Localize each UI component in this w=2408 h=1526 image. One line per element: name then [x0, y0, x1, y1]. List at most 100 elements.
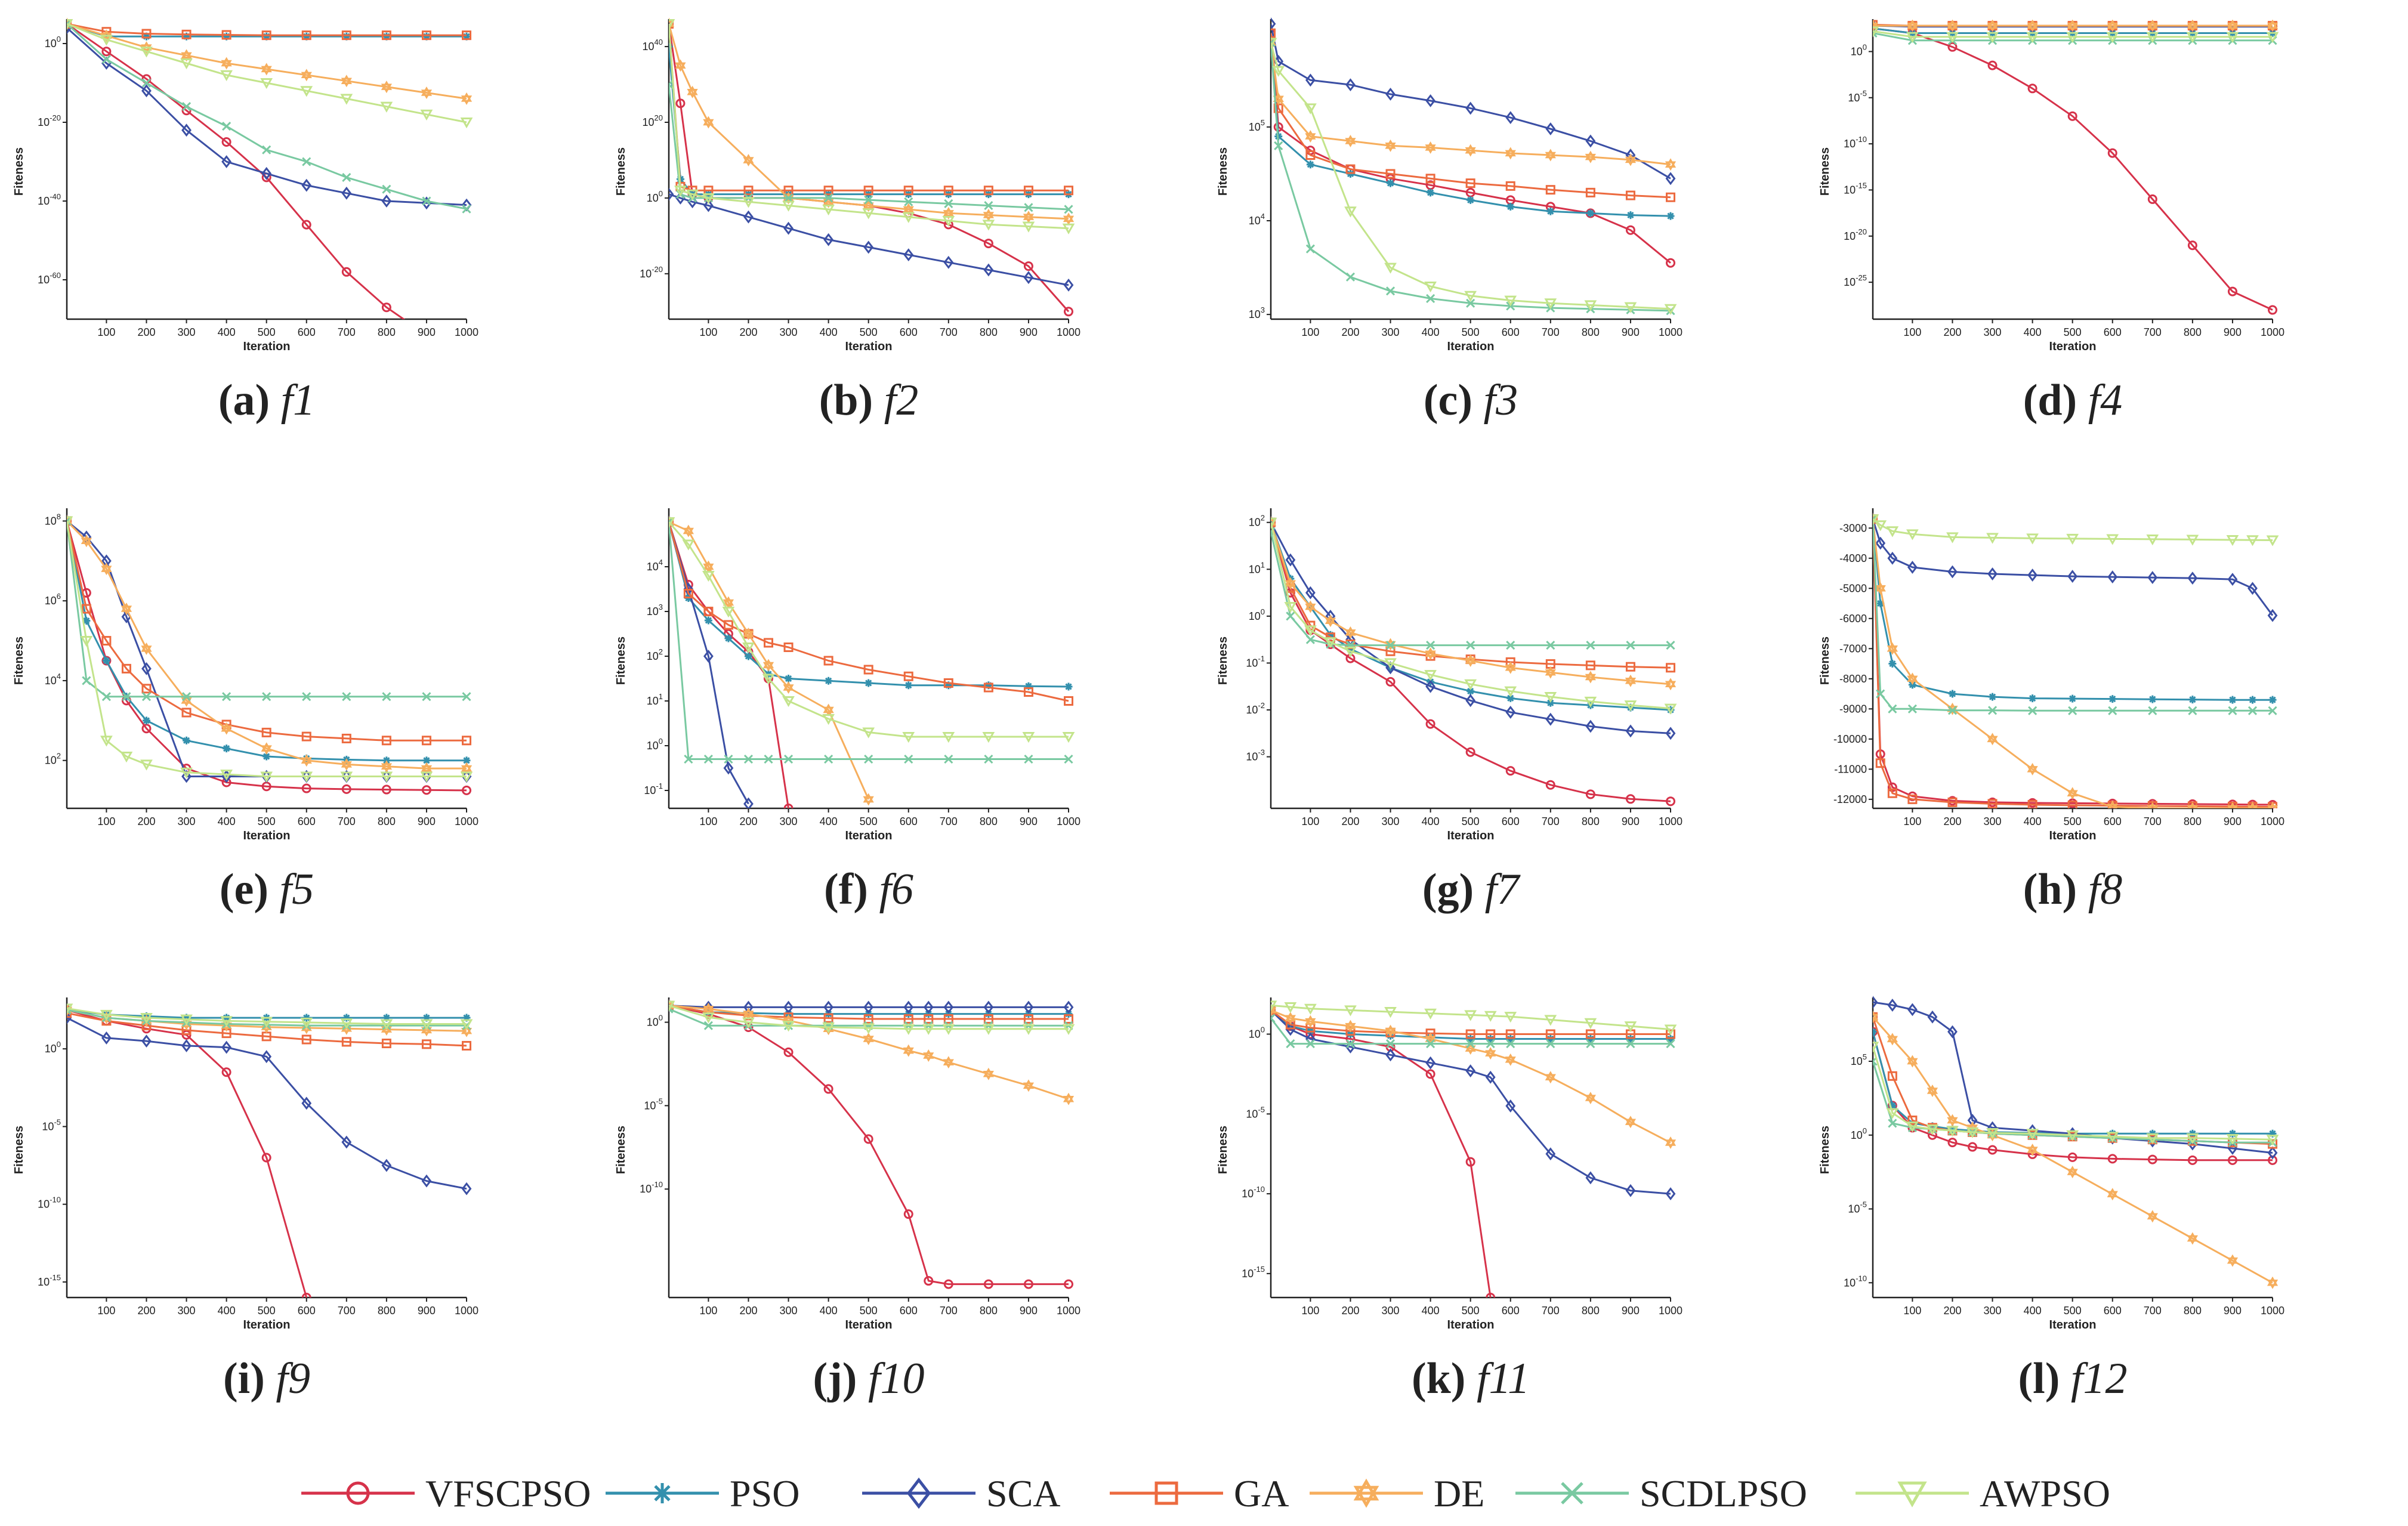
data-point-awpso — [722, 607, 735, 618]
data-point-de — [863, 199, 874, 212]
data-point-vfscpso — [675, 98, 686, 109]
data-point-scdlpso — [101, 54, 111, 64]
data-point-scdlpso — [262, 692, 271, 702]
y-tick-label: 105 — [1249, 118, 1265, 133]
data-point-pso — [2188, 696, 2197, 704]
data-point-vfscpso — [783, 804, 794, 808]
y-axis-label: Fiteness — [1217, 1126, 1230, 1174]
data-point-awpso — [2066, 32, 2079, 43]
x-tick-label: 700 — [338, 815, 356, 827]
data-point-awpso — [380, 101, 393, 113]
x-tick-label: 700 — [338, 326, 356, 338]
series-line-awpso — [669, 1005, 1069, 1030]
data-point-scdlpso — [1586, 1039, 1595, 1049]
data-point-awpso — [140, 47, 153, 58]
data-point-pso — [2248, 696, 2256, 704]
x-tick-label: 700 — [1542, 326, 1560, 338]
data-point-scdlpso — [462, 204, 471, 214]
data-point-scdlpso — [824, 193, 833, 203]
data-point-de — [421, 87, 433, 99]
data-point-sca — [783, 1000, 794, 1014]
data-point-scdlpso — [2068, 706, 2077, 715]
panel-l: 100 200 300 400 500 600 700 800 900 1000 105 100 10-… — [1819, 996, 2284, 1403]
data-point-de — [2067, 787, 2078, 800]
data-point-ga — [421, 1039, 431, 1049]
x-tick-label: 500 — [258, 326, 276, 338]
y-tick-label: 10-40 — [38, 192, 61, 207]
data-point-de — [683, 524, 694, 538]
legend-marker — [652, 1483, 672, 1503]
series-line-awpso — [669, 521, 1069, 738]
legend-marker — [1154, 1481, 1178, 1505]
data-point-vfscpso — [381, 784, 391, 795]
x-tick-label: 900 — [1020, 326, 1038, 338]
data-point-awpso — [1384, 262, 1397, 274]
x-tick-label: 400 — [218, 326, 236, 338]
x-tick-label: 300 — [1382, 1305, 1400, 1317]
data-point-sca — [221, 1040, 231, 1054]
data-point-awpso — [1544, 1015, 1557, 1026]
x-tick-label: 600 — [900, 326, 918, 338]
x-tick-label: 400 — [1422, 815, 1440, 827]
data-point-ga — [1585, 1029, 1595, 1039]
y-tick-label: 103 — [647, 603, 663, 617]
y-axis-label: Fiteness — [1819, 637, 1832, 685]
y-tick-label: -5000 — [1839, 582, 1867, 594]
data-point-awpso — [1022, 221, 1035, 233]
data-point-awpso — [1873, 1042, 1879, 1053]
data-point-de — [2247, 802, 2258, 808]
data-point-de — [1023, 211, 1035, 224]
y-axis-label: Fiteness — [1819, 1126, 1832, 1174]
data-point-de — [1987, 19, 1998, 32]
y-axis-label: Fiteness — [1217, 147, 1230, 196]
data-point-vfscpso — [1947, 1138, 1958, 1148]
data-point-pso — [1876, 600, 1885, 608]
x-axis-label: Iteration — [845, 829, 893, 842]
data-point-vfscpso — [1967, 1142, 1977, 1152]
data-point-ga — [903, 671, 913, 681]
data-point-pso — [984, 681, 993, 690]
x-tick-label: 1000 — [2261, 815, 2284, 827]
x-tick-label: 1000 — [1659, 326, 1682, 338]
data-point-ga — [2268, 1139, 2277, 1149]
data-point-de — [101, 563, 112, 576]
data-point-ga — [121, 663, 131, 674]
x-tick-label: 100 — [1903, 1305, 1921, 1317]
data-point-sca — [1907, 1003, 1918, 1017]
series-group — [67, 514, 473, 795]
panel-function: f5 — [280, 865, 314, 914]
data-point-awpso — [1464, 291, 1477, 302]
y-axis-label: Fiteness — [13, 1126, 26, 1174]
data-point-de — [2147, 802, 2158, 808]
y-tick-label: 101 — [647, 692, 663, 707]
data-point-sca — [1425, 94, 1435, 107]
data-point-de — [121, 603, 132, 616]
data-point-awpso — [1946, 32, 1959, 43]
data-point-sca — [2267, 1146, 2278, 1160]
data-point-awpso — [782, 696, 795, 708]
series-line-scdlpso — [1873, 519, 2273, 712]
data-point-sca — [301, 1096, 312, 1110]
data-point-scdlpso — [1064, 754, 1073, 764]
data-point-awpso — [1304, 1003, 1317, 1015]
data-point-ga — [101, 636, 112, 646]
data-point-vfscpso — [1064, 1279, 1073, 1289]
data-point-pso — [724, 634, 733, 642]
data-point-scdlpso — [764, 754, 773, 764]
data-point-sca — [1485, 1070, 1496, 1084]
data-point-de — [1927, 1085, 1938, 1097]
data-point-ga — [983, 186, 993, 196]
data-point-ga — [903, 1014, 913, 1024]
y-tick-label: 105 — [1851, 1052, 1867, 1067]
y-tick-label: 10-5 — [1246, 1105, 1265, 1120]
data-point-de — [743, 153, 754, 166]
x-tick-label: 500 — [860, 326, 878, 338]
x-tick-label: 1000 — [1057, 815, 1080, 827]
data-point-de — [1063, 212, 1075, 225]
data-point-awpso — [762, 674, 775, 685]
data-point-ga — [462, 30, 471, 41]
data-point-de — [1345, 626, 1356, 639]
data-point-awpso — [220, 1016, 233, 1027]
data-point-ga — [1385, 169, 1396, 179]
data-point-ga — [943, 1014, 953, 1024]
